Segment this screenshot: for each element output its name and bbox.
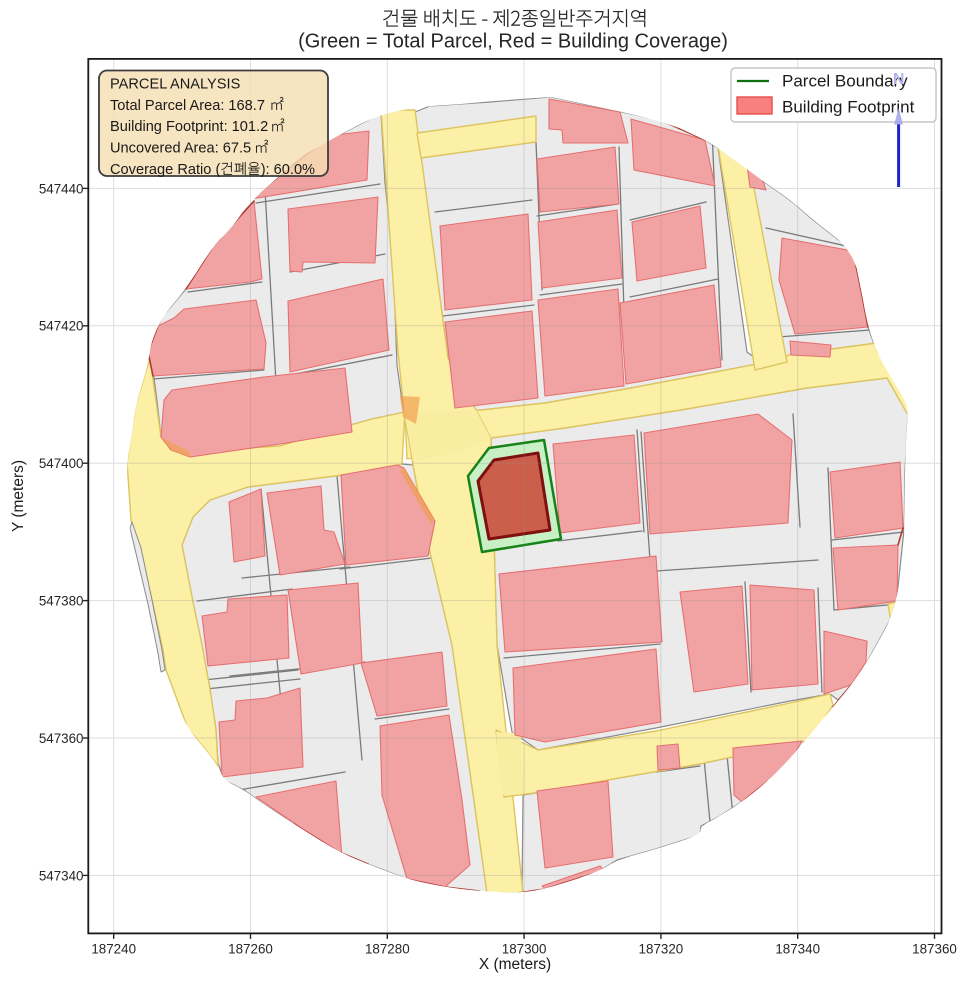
svg-text:187240: 187240 xyxy=(91,942,136,957)
svg-text:547380: 547380 xyxy=(39,594,84,609)
svg-text:): 60.0%: ): 60.0% xyxy=(261,162,315,178)
svg-text:Uncovered Area: 67.5: Uncovered Area: 67.5 xyxy=(110,141,251,157)
svg-text:Building Footprint: 101.2: Building Footprint: 101.2 xyxy=(110,119,268,135)
svg-text:(Green = Total Parcel, Red = B: (Green = Total Parcel, Red = Building Co… xyxy=(298,31,728,53)
svg-text:X (meters): X (meters) xyxy=(479,956,551,973)
svg-text:187260: 187260 xyxy=(228,942,273,957)
svg-text:547440: 547440 xyxy=(39,181,84,196)
svg-text:Building Footprint: Building Footprint xyxy=(782,98,915,117)
svg-text:Parcel Boundary: Parcel Boundary xyxy=(782,72,908,91)
svg-text:187320: 187320 xyxy=(639,942,684,957)
svg-text:Y (meters): Y (meters) xyxy=(10,460,27,532)
svg-text:N: N xyxy=(893,71,905,88)
svg-text:PARCEL ANALYSIS: PARCEL ANALYSIS xyxy=(110,76,241,92)
svg-text:Coverage Ratio (: Coverage Ratio ( xyxy=(110,162,220,178)
svg-text:547340: 547340 xyxy=(39,868,84,883)
svg-text:547360: 547360 xyxy=(39,731,84,746)
svg-text:547400: 547400 xyxy=(39,456,84,471)
svg-text:187300: 187300 xyxy=(502,942,547,957)
svg-text:Total Parcel Area: 168.7: Total Parcel Area: 168.7 xyxy=(110,98,265,114)
svg-text:547420: 547420 xyxy=(39,319,84,334)
svg-text:187280: 187280 xyxy=(365,942,410,957)
svg-text:187360: 187360 xyxy=(912,942,957,957)
svg-text:187340: 187340 xyxy=(775,942,820,957)
